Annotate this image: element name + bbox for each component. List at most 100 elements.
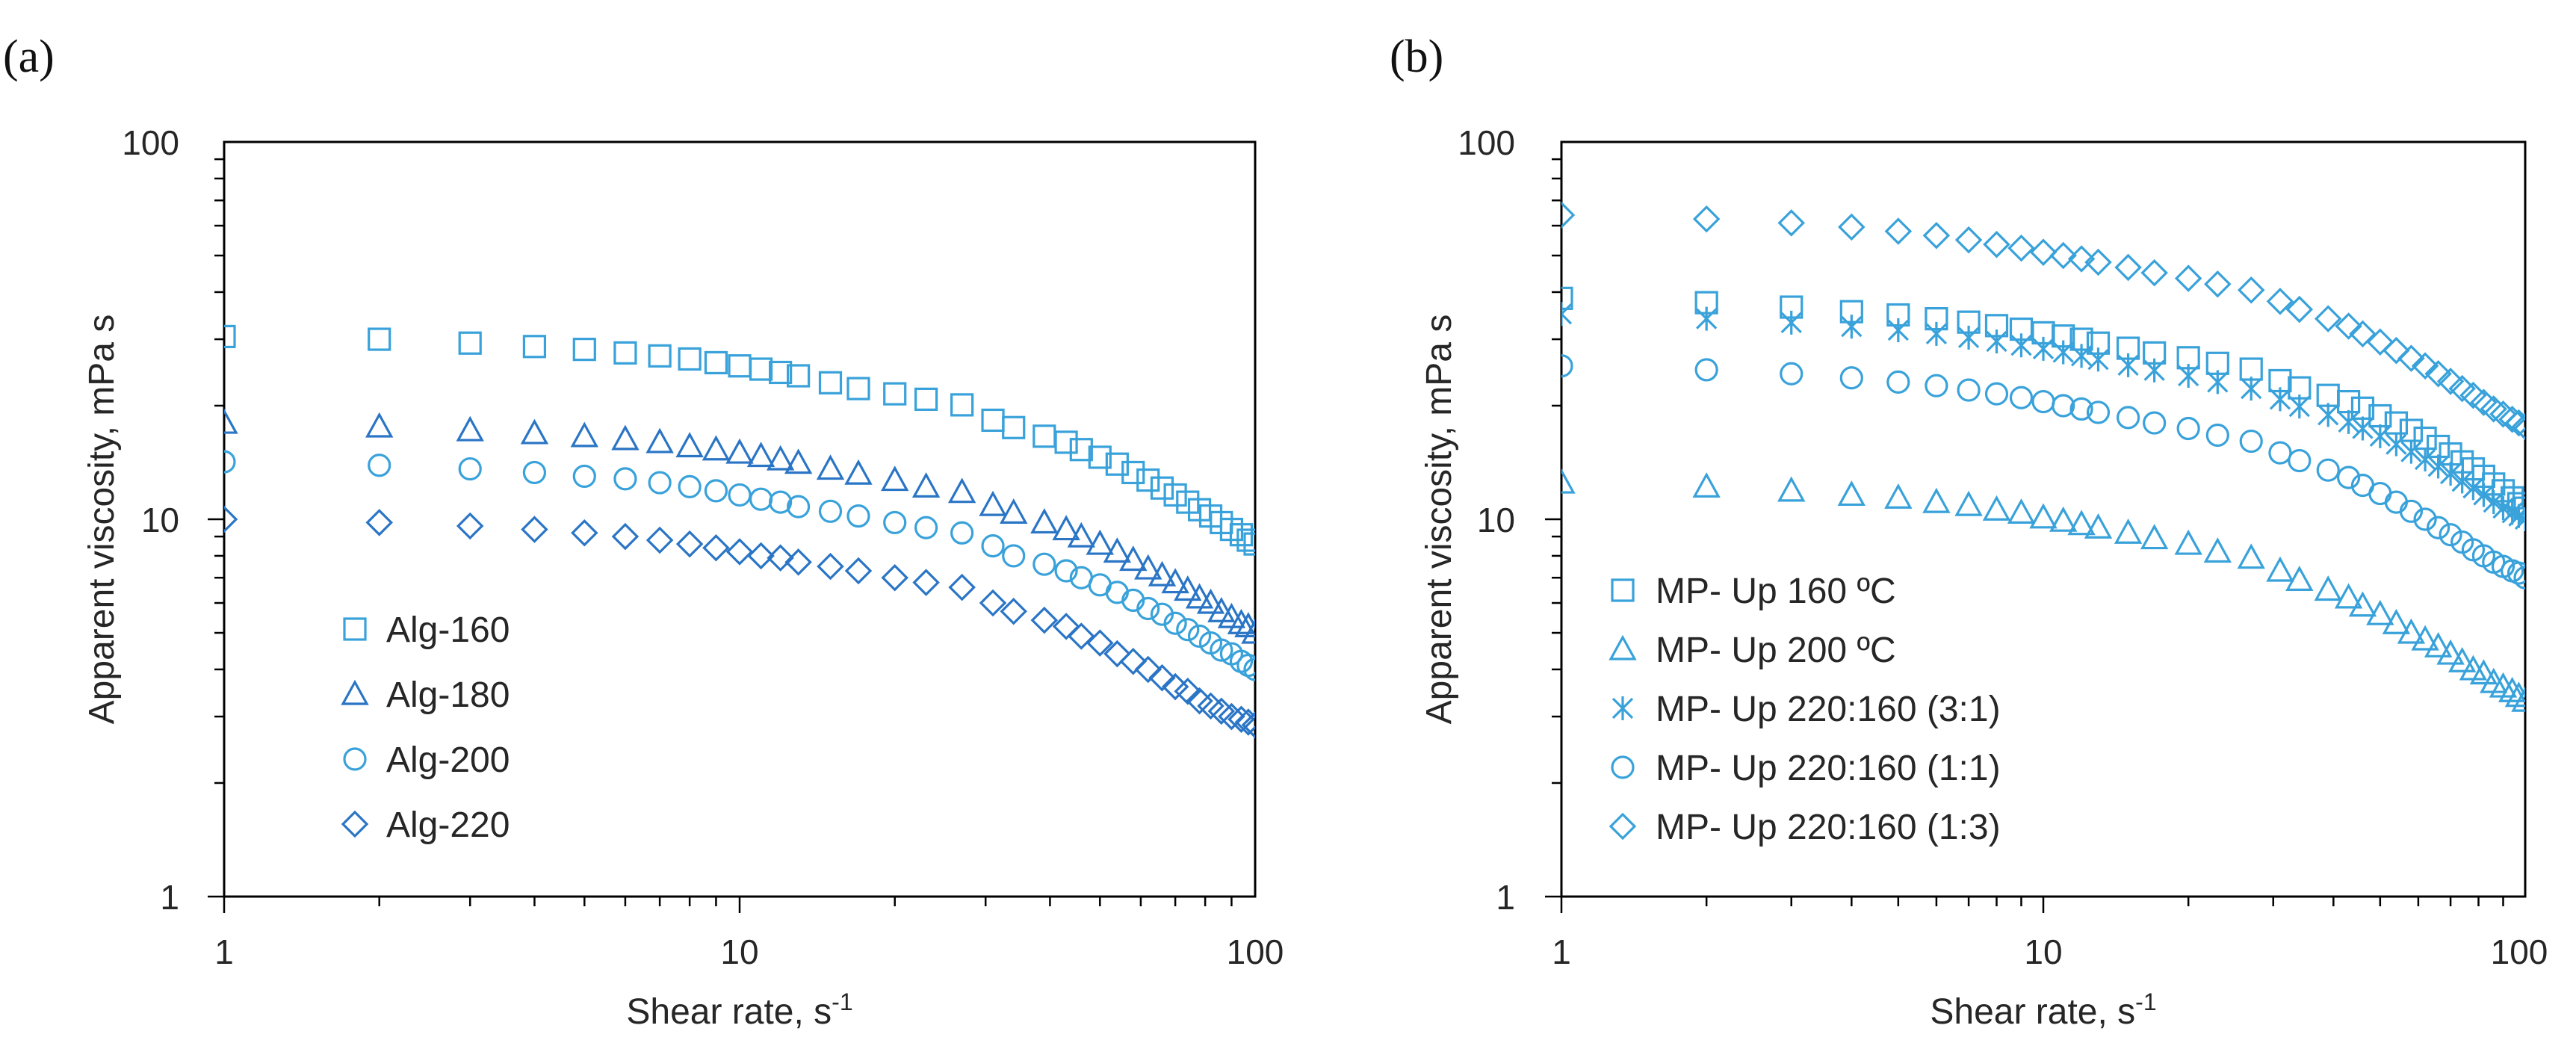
data-point bbox=[818, 499, 843, 523]
data-point bbox=[844, 459, 873, 485]
legend-marker bbox=[343, 617, 367, 641]
data-point bbox=[1925, 321, 1948, 346]
data-point bbox=[2514, 507, 2525, 531]
data-point bbox=[678, 347, 702, 371]
data-point bbox=[1887, 318, 1909, 342]
data-point bbox=[1207, 596, 1236, 622]
data-point bbox=[2237, 543, 2265, 569]
data-point bbox=[1954, 226, 1983, 254]
x-tick-labels: 1 10 100 bbox=[1552, 932, 2548, 971]
y-axis-title: Apparent viscosity, mPa s bbox=[1419, 315, 1459, 725]
legend-marker bbox=[1611, 755, 1635, 779]
data-point bbox=[2049, 506, 2078, 532]
data-point bbox=[2316, 458, 2340, 482]
data-point bbox=[522, 460, 547, 485]
data-point bbox=[2140, 259, 2168, 287]
data-point bbox=[2498, 406, 2525, 433]
data-point bbox=[1105, 581, 1129, 604]
data-point bbox=[2285, 295, 2314, 324]
data-point bbox=[1002, 544, 1026, 568]
x-tick-label: 10 bbox=[720, 932, 758, 971]
data-point bbox=[2084, 248, 2112, 276]
legend: Alg-160 Alg-180 Alg-200 Alg-220 bbox=[341, 610, 510, 845]
data-point bbox=[787, 364, 811, 388]
data-point bbox=[1136, 596, 1160, 621]
data-point bbox=[456, 415, 484, 442]
data-point bbox=[1088, 445, 1112, 469]
data-point bbox=[1136, 468, 1160, 492]
data-point bbox=[2462, 476, 2484, 501]
data-point bbox=[1841, 315, 1863, 339]
data-point bbox=[678, 474, 702, 498]
data-point bbox=[787, 495, 811, 519]
data-point bbox=[365, 412, 394, 438]
data-point bbox=[2067, 510, 2096, 536]
x-tick-labels: 1 10 100 bbox=[214, 932, 1284, 971]
data-point bbox=[981, 408, 1005, 433]
data-point bbox=[1839, 366, 1863, 390]
plot-area-border bbox=[223, 140, 1257, 898]
data-point bbox=[368, 327, 391, 351]
data-point bbox=[1196, 588, 1225, 614]
series-mp-up-200-c bbox=[1561, 468, 2525, 712]
data-point bbox=[1561, 201, 1576, 229]
data-point bbox=[2498, 676, 2525, 702]
data-point bbox=[2451, 469, 2473, 494]
data-point bbox=[458, 457, 482, 481]
data-point bbox=[2203, 537, 2232, 563]
data-point bbox=[2010, 333, 2032, 358]
data-point bbox=[2205, 423, 2229, 448]
data-point bbox=[1838, 213, 1866, 241]
data-point bbox=[704, 350, 728, 375]
data-point bbox=[522, 335, 547, 359]
data-point bbox=[365, 509, 393, 536]
data-point bbox=[1000, 498, 1028, 524]
data-point bbox=[725, 538, 754, 566]
data-point bbox=[1067, 522, 1096, 548]
legend-label: MP- Up 220:160 (3:1) bbox=[1656, 690, 2001, 729]
data-point bbox=[2029, 238, 2058, 266]
data-point bbox=[1185, 583, 1214, 609]
series-alg-180 bbox=[224, 408, 1255, 644]
data-point bbox=[572, 338, 596, 362]
data-point bbox=[2385, 432, 2407, 457]
data-point bbox=[1103, 537, 1132, 563]
data-point bbox=[2178, 363, 2199, 388]
data-point bbox=[981, 534, 1005, 558]
data-point bbox=[1069, 438, 1093, 462]
data-point bbox=[1241, 618, 1255, 644]
data-point bbox=[912, 569, 940, 596]
y-tick-label: 1 bbox=[1496, 878, 1515, 917]
data-point bbox=[914, 387, 938, 411]
legend-item: Alg-220 bbox=[341, 805, 510, 845]
data-point bbox=[2483, 490, 2504, 515]
data-point bbox=[1002, 415, 1026, 439]
data-point bbox=[1121, 460, 1145, 485]
legend-marker bbox=[1611, 696, 1634, 720]
data-point bbox=[2114, 253, 2142, 282]
data-point bbox=[1119, 545, 1148, 572]
data-point bbox=[883, 510, 907, 535]
series-mp-up-220-160-1-1- bbox=[1561, 354, 2525, 589]
data-point bbox=[1054, 559, 1078, 583]
x-tick-label: 100 bbox=[1227, 932, 1284, 971]
data-point bbox=[1030, 508, 1059, 534]
series-alg-160 bbox=[224, 324, 1255, 556]
data-point bbox=[911, 472, 941, 498]
data-point bbox=[1052, 515, 1080, 541]
data-point bbox=[769, 490, 793, 514]
data-point bbox=[749, 357, 773, 381]
data-point bbox=[1884, 483, 1913, 509]
data-point bbox=[1032, 552, 1056, 576]
legend-label: Alg-220 bbox=[386, 805, 510, 845]
data-point bbox=[2424, 360, 2452, 388]
data-point bbox=[1780, 310, 1802, 335]
data-point bbox=[1777, 476, 1806, 502]
data-point bbox=[2427, 454, 2449, 479]
legend-marker bbox=[1609, 634, 1637, 660]
data-point bbox=[1163, 611, 1187, 635]
data-point bbox=[2239, 357, 2263, 381]
data-point bbox=[2411, 352, 2439, 380]
y-tick-labels: 100 10 1 bbox=[122, 123, 179, 917]
